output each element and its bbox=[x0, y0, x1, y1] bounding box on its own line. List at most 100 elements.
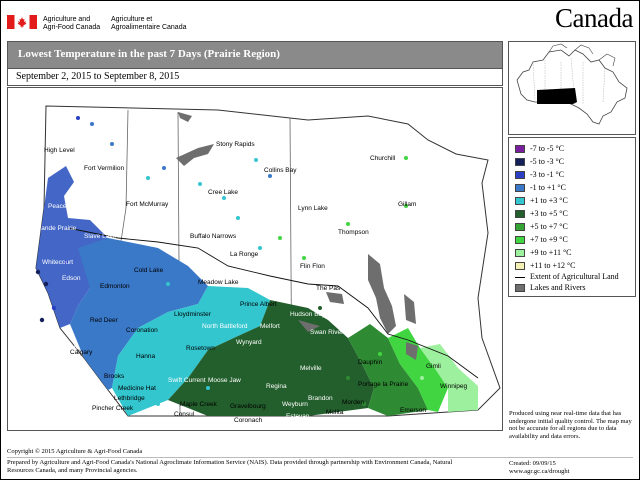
legend-label: -7 to -5 °C bbox=[530, 144, 565, 153]
legend-item: +1 to +3 °C bbox=[515, 196, 568, 207]
city-label: Consul bbox=[174, 411, 195, 418]
legend-swatch bbox=[515, 262, 525, 271]
legend-swatch bbox=[515, 184, 525, 193]
city-label: Buffalo Narrows bbox=[190, 233, 237, 240]
city-label: Medicine Hat bbox=[118, 385, 156, 392]
department-name-french-line1: Agriculture et bbox=[111, 16, 153, 23]
city-label: Lynn Lake bbox=[298, 205, 328, 212]
legend-swatch bbox=[515, 158, 525, 167]
city-label: Edson bbox=[62, 275, 81, 282]
city-label: Hanna bbox=[136, 353, 156, 360]
footer-divider bbox=[7, 457, 633, 458]
legend-label: +11 to +12 °C bbox=[530, 261, 576, 270]
department-name-english-line2: Agri-Food Canada bbox=[43, 24, 101, 31]
legend-swatch bbox=[515, 145, 525, 154]
government-header: Agriculture and Agri-Food Canada Agricul… bbox=[1, 1, 639, 39]
department-name-french-line2: Agroalimentaire Canada bbox=[111, 24, 187, 31]
city-label: Banff bbox=[62, 345, 77, 352]
legend-label: Extent of Agricultural Land bbox=[530, 272, 619, 281]
legend-item: -5 to -3 °C bbox=[515, 157, 564, 168]
drought-url: www.agr.gc.ca/drought bbox=[509, 467, 570, 475]
legend-item: -3 to -1 °C bbox=[515, 170, 564, 181]
date-bar: September 2, 2015 to September 8, 2015 bbox=[7, 68, 503, 86]
city-label: Melfort bbox=[260, 323, 280, 330]
credits: Prepared by Agriculture and Agri-Food Ca… bbox=[7, 459, 453, 474]
city-label: Weyburn bbox=[282, 401, 308, 408]
city-label: Fort McMurray bbox=[126, 201, 169, 208]
city-label: Winnipeg bbox=[440, 383, 467, 390]
city-label: Collins Bay bbox=[264, 167, 297, 174]
city-label: Whitecourt bbox=[42, 259, 73, 266]
copyright: Copyright © 2015 Agriculture & Agri-Food… bbox=[7, 448, 143, 455]
city-label: Estevan bbox=[286, 413, 310, 420]
legend-label: +5 to +7 °C bbox=[530, 222, 568, 231]
department-name-english: Agriculture and Agri-Food Canada bbox=[43, 16, 100, 32]
legend-item-agricultural-extent: Extent of Agricultural Land bbox=[515, 272, 619, 283]
created-info: Created: 09/09/15 www.agr.gc.ca/drought bbox=[509, 460, 569, 475]
city-label: Cold Lake bbox=[134, 267, 164, 274]
disclaimer: Produced using near real-time data that … bbox=[509, 410, 632, 440]
city-label: La Ronge bbox=[230, 251, 259, 258]
map-title: Lowest Temperature in the past 7 Days (P… bbox=[18, 48, 280, 60]
title-bar: Lowest Temperature in the past 7 Days (P… bbox=[7, 41, 503, 69]
legend-item: +7 to +9 °C bbox=[515, 235, 568, 246]
date-range: September 2, 2015 to September 8, 2015 bbox=[16, 71, 180, 82]
inset-locator-map bbox=[508, 41, 636, 135]
legend-swatch bbox=[515, 210, 525, 219]
city-label: Pincher Creek bbox=[92, 405, 134, 412]
city-label: Melita bbox=[326, 409, 344, 416]
city-label: Flin Flon bbox=[300, 263, 325, 270]
city-label: Gravelbourg bbox=[230, 403, 266, 410]
city-label: Wynyard bbox=[236, 339, 262, 346]
legend-item-lakes-rivers: Lakes and Rivers bbox=[515, 283, 586, 294]
station-dots bbox=[35, 116, 454, 406]
city-label: Melville bbox=[300, 365, 322, 372]
canada-flag-icon bbox=[7, 15, 37, 29]
city-label: Jasper bbox=[48, 337, 68, 344]
lakes-swatch bbox=[515, 284, 525, 293]
city-label: Gimli bbox=[426, 363, 441, 370]
city-label: The Pas bbox=[316, 285, 341, 292]
city-label: Churchill bbox=[370, 155, 396, 162]
department-name-english-line1: Agriculture and bbox=[43, 16, 91, 23]
legend: -7 to -5 °C -5 to -3 °C -3 to -1 °C -1 t… bbox=[508, 137, 636, 297]
city-label: Meadow Lake bbox=[198, 279, 239, 286]
city-label: Cree Lake bbox=[208, 189, 238, 196]
city-label: Hudson Bay bbox=[290, 311, 326, 318]
city-label: Lethbridge bbox=[114, 395, 145, 402]
city-label: Thompson bbox=[338, 229, 369, 236]
prairie-temperature-map: High Level Fort Vermilion Stony Rapids C… bbox=[34, 105, 501, 424]
city-label: Coronation bbox=[126, 327, 158, 334]
city-label: Calgary bbox=[70, 349, 93, 356]
city-label: Maple Creek bbox=[180, 401, 218, 408]
legend-label: +9 to +11 °C bbox=[530, 248, 572, 257]
department-name-french: Agriculture et Agroalimentaire Canada bbox=[111, 16, 187, 32]
legend-label: -1 to +1 °C bbox=[530, 183, 566, 192]
legend-label: -3 to -1 °C bbox=[530, 170, 565, 179]
city-label: North Battleford bbox=[202, 323, 248, 330]
canada-wordmark: Canada bbox=[555, 3, 633, 33]
city-label: Lloydminster bbox=[174, 311, 212, 318]
city-label: High Level bbox=[44, 147, 75, 154]
city-label: Swift Current bbox=[168, 377, 206, 384]
legend-swatch bbox=[515, 223, 525, 232]
city-label: Prince Albert bbox=[240, 301, 277, 308]
city-label: Red Deer bbox=[90, 317, 119, 324]
city-label: Gillam bbox=[398, 201, 416, 208]
legend-swatch bbox=[515, 249, 525, 258]
city-label: Rosetown bbox=[186, 345, 215, 352]
city-label: Brooks bbox=[104, 373, 125, 380]
city-label: Swan River bbox=[310, 329, 344, 336]
legend-item: +9 to +11 °C bbox=[515, 248, 571, 259]
legend-swatch bbox=[515, 171, 525, 180]
legend-item: +3 to +5 °C bbox=[515, 209, 568, 220]
legend-label: -5 to -3 °C bbox=[530, 157, 565, 166]
city-label: Stony Rapids bbox=[216, 141, 255, 148]
city-label: Emerson bbox=[400, 407, 426, 414]
city-label: Dauphin bbox=[358, 359, 383, 366]
legend-swatch bbox=[515, 236, 525, 245]
city-label: Moose Jaw bbox=[208, 377, 241, 384]
city-label: Regina bbox=[266, 383, 287, 390]
city-label: Brandon bbox=[308, 395, 333, 402]
